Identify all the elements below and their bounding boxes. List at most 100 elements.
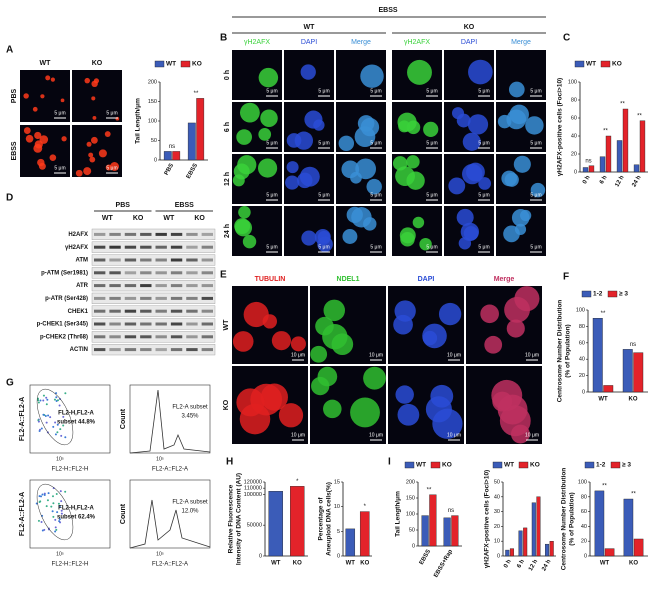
cell: [360, 117, 380, 137]
protein-label: ATM: [75, 258, 88, 264]
cell: [84, 77, 91, 84]
scale-label: 5 μm: [106, 165, 117, 171]
legend-label: ≥ 3: [619, 291, 628, 298]
event-dot: [39, 500, 42, 503]
cell: [530, 182, 546, 198]
blot-band: [170, 296, 183, 300]
significance: **: [194, 91, 199, 97]
gate: [36, 388, 74, 446]
lane-label: WT: [102, 215, 114, 222]
row-label: PBS: [11, 88, 18, 103]
cell: [45, 75, 51, 81]
event-dot: [62, 415, 65, 418]
blot-band: [186, 245, 198, 249]
significance: **: [620, 102, 625, 108]
cell: [34, 131, 42, 140]
cell: [317, 236, 333, 253]
blot-strip: [91, 331, 216, 343]
blot-band: [155, 271, 167, 275]
blot-band: [140, 296, 152, 300]
event-dot: [50, 505, 53, 508]
column-label: NDEL1: [337, 276, 360, 283]
cell: [484, 335, 503, 354]
axis-label: FL2-A::FL2-A: [152, 562, 188, 568]
event-dot: [45, 505, 48, 508]
blot-band: [186, 322, 198, 326]
blot-band: [201, 348, 213, 352]
protein-label: p-ATR (Ser428): [45, 296, 88, 302]
scale-label: 10 μm: [369, 352, 383, 358]
bar: [633, 352, 644, 393]
column-label: γH2AFX: [404, 39, 430, 46]
blot-band: [170, 348, 183, 352]
condition-label: EBSS: [175, 202, 194, 209]
micrograph: [392, 206, 442, 256]
cell: [412, 216, 425, 229]
y-tick-label: 100: [148, 118, 157, 124]
cell: [40, 94, 45, 99]
y-tick-label: 60: [581, 509, 587, 515]
y-tick-label: 15: [334, 479, 340, 485]
column-label: KO: [92, 60, 103, 67]
cell: [323, 299, 345, 322]
cell: [342, 229, 358, 244]
label: H: [226, 457, 233, 468]
cell: [90, 136, 98, 144]
cell: [32, 106, 38, 112]
event-dot: [58, 520, 61, 523]
scale-label: 5 μm: [530, 192, 541, 198]
legend-swatch: [607, 290, 618, 298]
blot-band: [186, 348, 198, 352]
cell: [393, 314, 413, 335]
cell: [468, 59, 493, 85]
legend-label: WT: [504, 462, 514, 469]
cell: [338, 135, 355, 152]
cell: [236, 129, 252, 145]
y-tick-label: 100: [568, 79, 577, 85]
event-dot: [45, 403, 48, 406]
x-tick-label: 6 h: [516, 559, 526, 570]
legend-swatch: [430, 461, 441, 469]
cell: [38, 162, 46, 170]
event-dot: [40, 427, 43, 430]
event-dot: [57, 502, 60, 505]
lane-label: KO: [133, 215, 144, 222]
cell: [432, 408, 463, 439]
blot-band: [140, 309, 152, 313]
y-tick-label: 50000: [247, 523, 262, 529]
label: I: [388, 457, 391, 468]
blot-band: [109, 322, 121, 326]
cell: [506, 109, 527, 130]
y-tick-label: 200: [148, 79, 157, 85]
x-tick-label: 0 h: [503, 559, 513, 570]
blot-band: [140, 335, 152, 339]
y-axis-label: Relative Fluorescence: [228, 484, 235, 553]
significance: ns: [585, 158, 591, 164]
event-dot: [55, 528, 58, 531]
event-dot: [35, 502, 38, 505]
event-dot: [56, 511, 59, 514]
label: F: [563, 272, 569, 283]
scale-label: 10 μm: [447, 432, 461, 438]
y-tick-label: 40: [494, 494, 500, 500]
cell: [23, 93, 29, 99]
blot-band: [109, 284, 121, 288]
y-tick-label: 0: [574, 169, 577, 175]
scale-label: 5 μm: [478, 192, 489, 198]
x-tick-label: KO: [360, 561, 369, 567]
x-tick-label: WT: [346, 561, 356, 567]
event-dot: [55, 396, 58, 399]
event-dot: [59, 428, 62, 431]
y-axis-label: γH2AFX-positive cells (Foci>10): [484, 470, 491, 568]
legend-label: KO: [530, 462, 540, 469]
blot-band: [94, 232, 106, 236]
blot-band: [109, 348, 121, 352]
cell: [234, 219, 253, 237]
y-axis-label: Aneuploid DNA cells(%): [326, 482, 333, 556]
significance: ns: [448, 508, 454, 514]
event-dot: [54, 526, 57, 529]
event-dot: [58, 505, 61, 508]
blot-band: [155, 296, 167, 300]
cell: [23, 127, 31, 134]
cell: [311, 376, 330, 396]
